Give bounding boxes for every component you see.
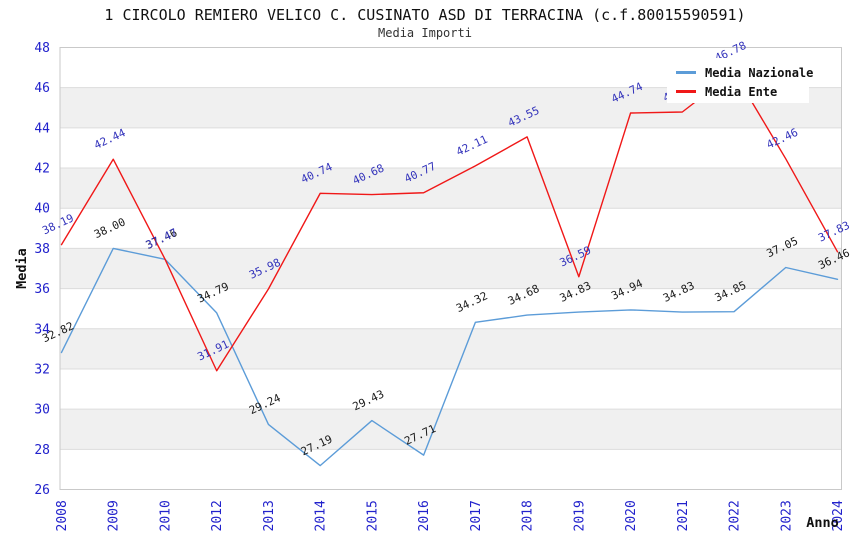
- y-tick-label: 32: [34, 362, 50, 377]
- plot-band: [60, 127, 842, 169]
- legend-label: Media Nazionale: [705, 65, 814, 80]
- x-tick-label: 2010: [158, 500, 173, 531]
- y-tick-label: 36: [34, 282, 50, 297]
- plot-band: [60, 248, 842, 289]
- y-tick-label: 46: [34, 81, 50, 96]
- plot-band: [60, 328, 842, 369]
- y-tick-label: 38: [34, 242, 50, 257]
- x-tick-label: 2019: [572, 500, 587, 531]
- chart-title: 1 CIRCOLO REMIERO VELICO C. CUSINATO ASD…: [104, 6, 746, 24]
- legend-item-media-nazionale: Media Nazionale: [676, 63, 813, 82]
- plot-border: [59, 47, 842, 490]
- series-line-media-nazionale: [60, 247, 839, 467]
- x-tick-label: 2023: [779, 500, 794, 531]
- y-tick-label: 44: [34, 121, 50, 136]
- chart-subtitle: Media Importi: [378, 26, 472, 40]
- legend-box: Media Nazionale Media Ente: [667, 58, 813, 103]
- y-tick-label: 30: [34, 403, 50, 418]
- x-tick-label: 2021: [676, 500, 691, 531]
- legend-swatch-media-ente: [676, 90, 696, 93]
- y-tick-label: 48: [34, 41, 50, 56]
- legend-label: Media Ente: [705, 84, 778, 99]
- x-tick-label: 2008: [55, 500, 70, 531]
- y-tick-label: 40: [34, 202, 50, 217]
- plot-band: [60, 409, 842, 450]
- x-tick-label: 2017: [469, 500, 484, 531]
- plot-band: [60, 368, 842, 410]
- x-tick-label: 2018: [521, 500, 536, 531]
- x-tick-label: 2015: [365, 500, 380, 531]
- y-axis-title: Media: [14, 248, 30, 289]
- x-tick-label: 2013: [262, 500, 277, 531]
- y-tick-label: 28: [34, 443, 50, 458]
- legend-swatch-media-nazionale: [676, 71, 696, 74]
- y-tick-label: 34: [34, 322, 50, 337]
- plot-band: [60, 168, 842, 209]
- x-tick-label: 2012: [210, 500, 225, 531]
- x-tick-label: 2014: [314, 500, 329, 531]
- plot-band: [60, 208, 842, 249]
- x-axis-title: Anno: [806, 515, 839, 531]
- y-tick-label: 26: [34, 483, 50, 498]
- legend-item-media-ente: Media Ente: [676, 82, 809, 101]
- y-tick-label: 42: [34, 162, 50, 177]
- x-tick-label: 2024: [831, 500, 846, 531]
- plot-band: [60, 449, 842, 490]
- x-tick-label: 2016: [417, 500, 432, 531]
- x-tick-label: 2020: [624, 500, 639, 531]
- plot-band: [60, 288, 842, 329]
- x-tick-label: 2009: [107, 500, 122, 531]
- x-tick-label: 2022: [728, 500, 743, 531]
